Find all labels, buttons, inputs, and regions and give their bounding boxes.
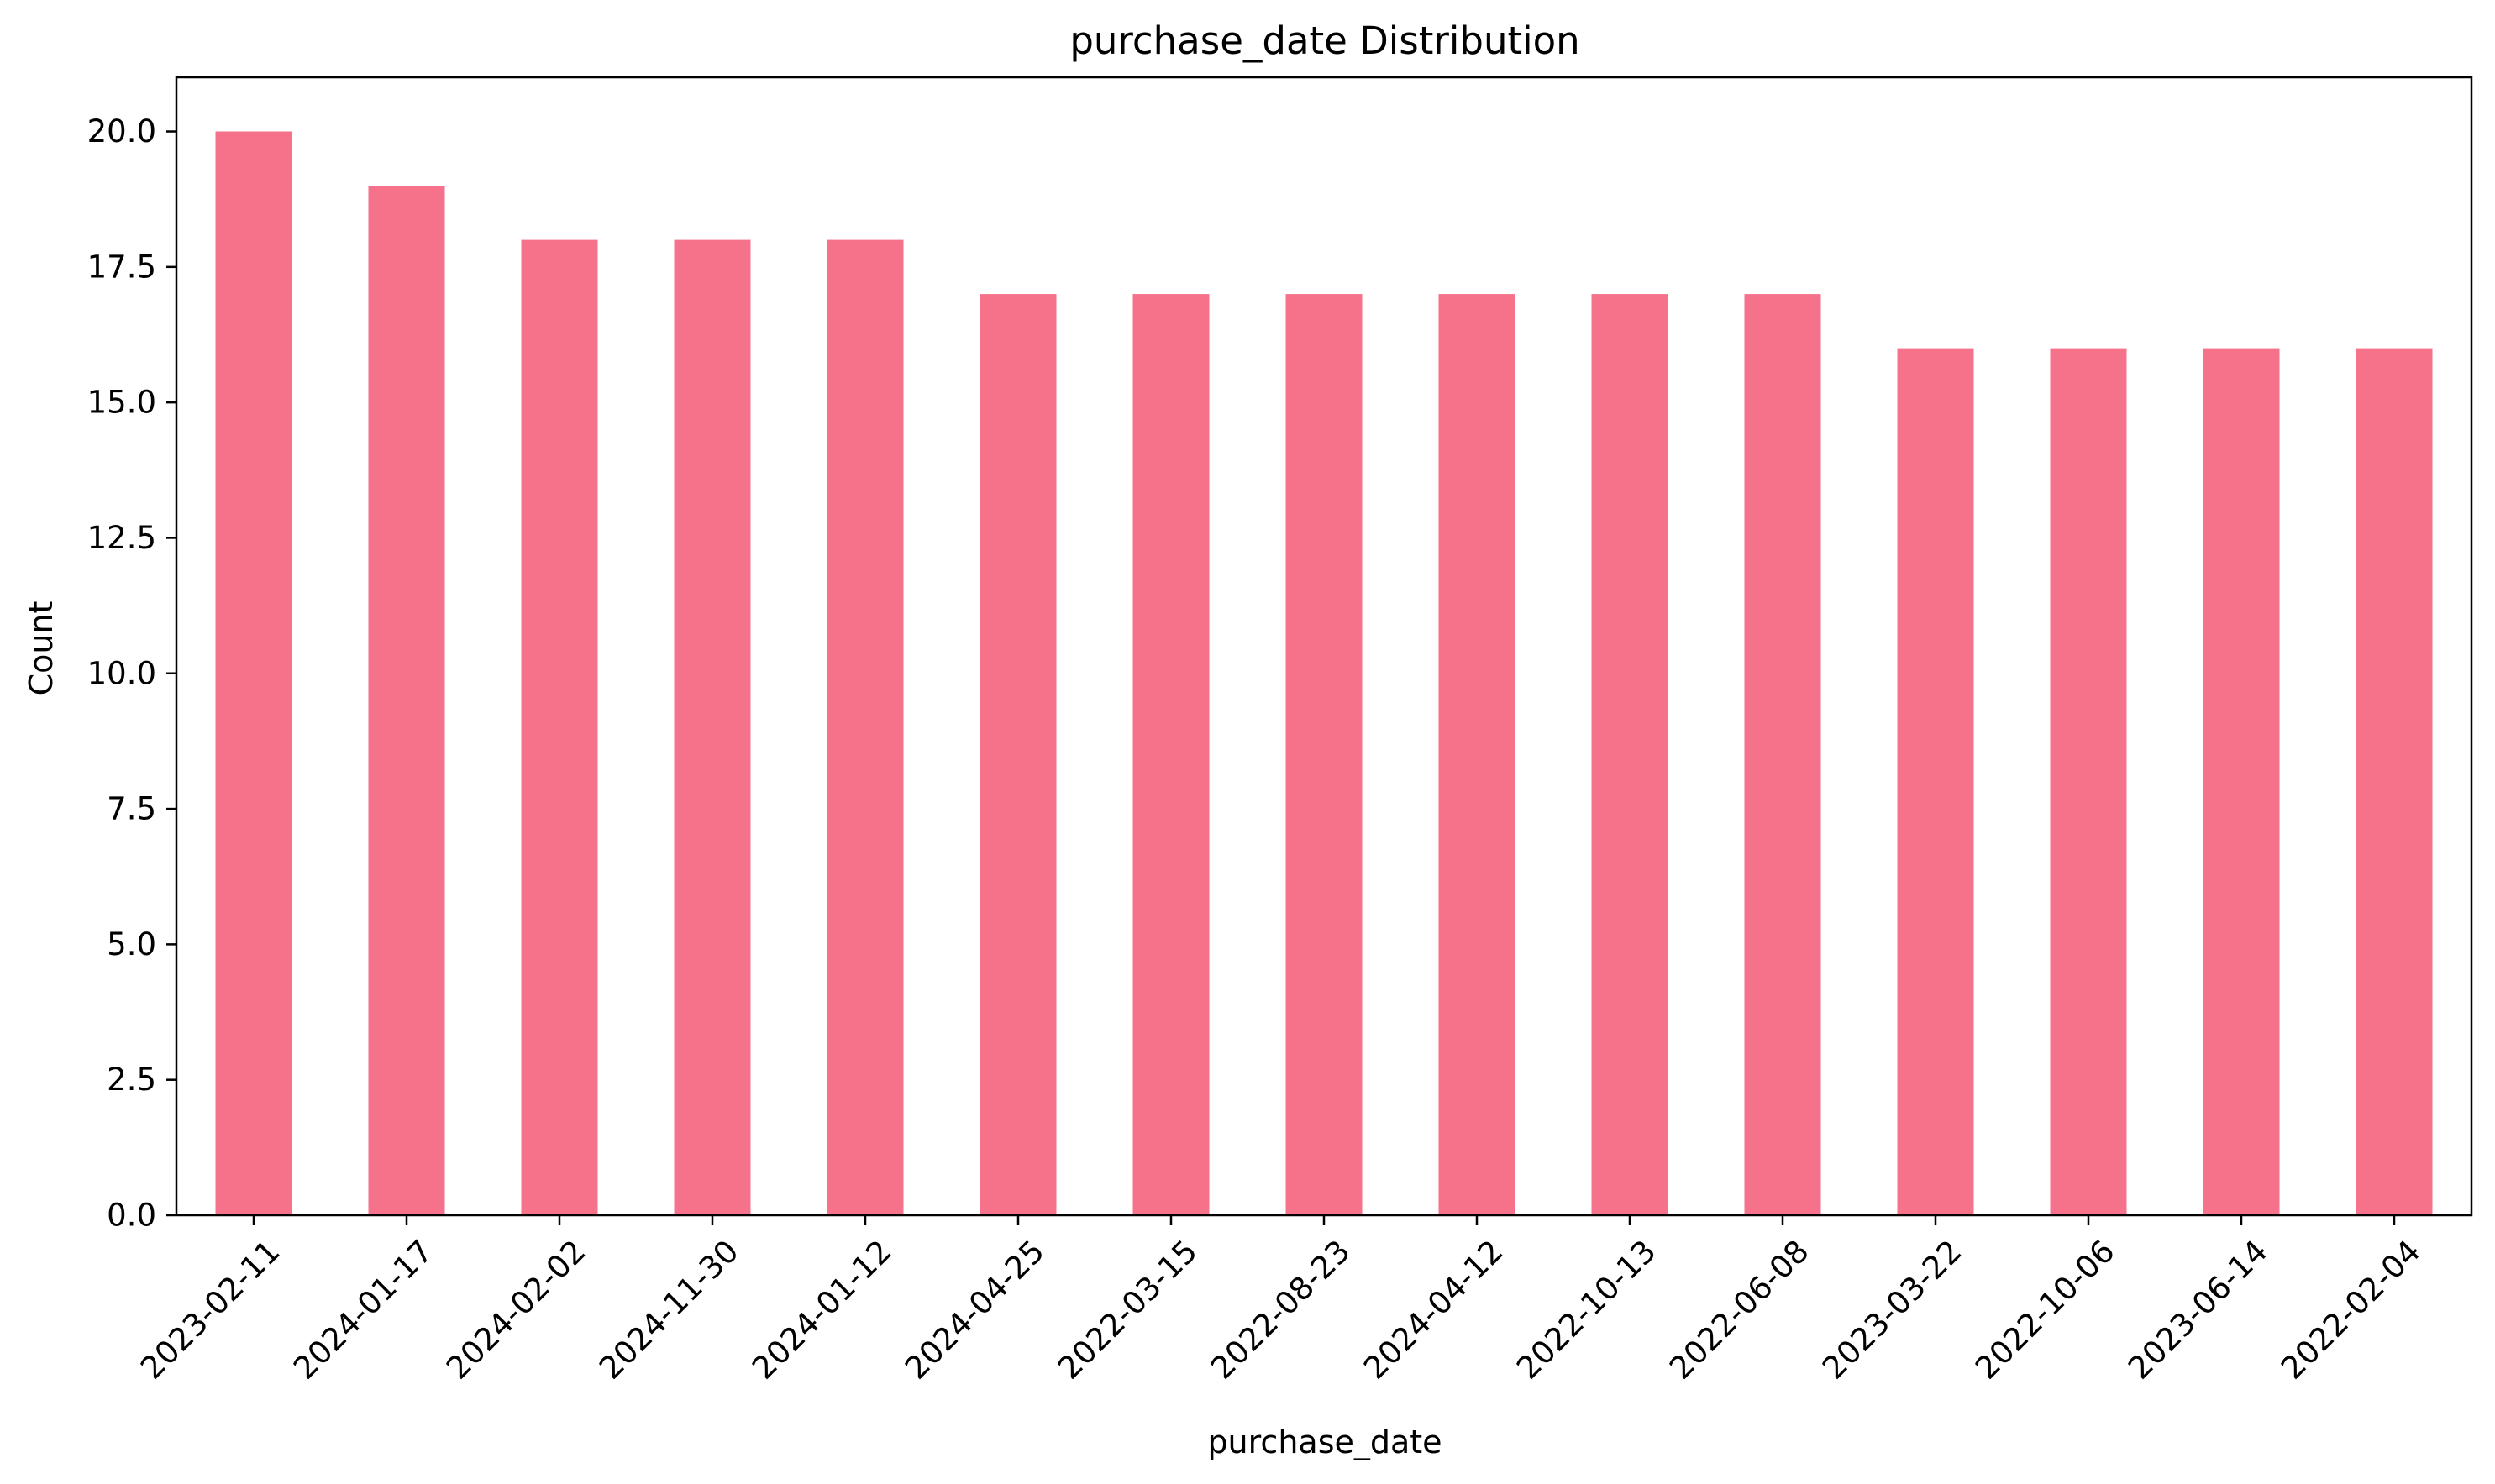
x-tick-label: 2024-01-17 — [286, 1233, 439, 1386]
bar — [2203, 348, 2280, 1216]
y-tick-label: 12.5 — [87, 520, 156, 556]
bar — [1438, 294, 1515, 1216]
y-tick-label: 2.5 — [107, 1062, 156, 1098]
bar — [1591, 294, 1668, 1216]
x-axis-label: purchase_date — [1207, 1424, 1442, 1460]
bar — [827, 239, 904, 1216]
x-tick-label: 2024-02-02 — [439, 1233, 592, 1386]
y-tick-label: 15.0 — [87, 385, 156, 421]
y-tick-label: 20.0 — [87, 113, 156, 149]
plot-frame — [175, 76, 2473, 1217]
y-tick-label: 7.5 — [107, 791, 156, 827]
x-tick-label: 2022-02-04 — [2274, 1233, 2427, 1386]
x-tick-label: 2022-08-23 — [1204, 1233, 1357, 1386]
x-tick-label: 2022-10-13 — [1510, 1233, 1662, 1386]
y-tick-label: 0.0 — [107, 1198, 156, 1234]
x-tick-label: 2023-02-11 — [134, 1233, 286, 1386]
bar — [521, 239, 598, 1216]
x-tick-label: 2022-06-08 — [1662, 1233, 1815, 1386]
bar — [1132, 294, 1210, 1216]
y-tick-label: 5.0 — [107, 926, 156, 962]
x-tick-label: 2024-04-12 — [1357, 1233, 1510, 1386]
x-tick-label: 2024-11-30 — [592, 1233, 745, 1386]
x-tick-label: 2022-03-15 — [1051, 1233, 1204, 1386]
y-tick-label: 17.5 — [87, 249, 156, 285]
bar — [2050, 348, 2127, 1216]
x-tick-label: 2024-01-12 — [745, 1233, 898, 1386]
bar — [1285, 294, 1363, 1216]
x-tick-label: 2023-03-22 — [1815, 1233, 1968, 1386]
y-tick-label: 10.0 — [87, 655, 156, 691]
bar — [2356, 348, 2433, 1216]
y-axis: 0.0 2.5 5.0 7.5 10.0 12.5 15.0 17.5 20.0 — [87, 113, 176, 1234]
bar — [368, 186, 445, 1215]
x-tick-label: 2024-04-25 — [898, 1233, 1051, 1386]
x-tick-label: 2023-06-14 — [2121, 1233, 2274, 1386]
chart-title: purchase_date Distribution — [1069, 18, 1579, 63]
bar — [980, 294, 1057, 1216]
x-tick-label: 2022-10-06 — [1968, 1233, 2121, 1386]
y-axis-label: Count — [23, 601, 60, 696]
bar — [674, 239, 751, 1216]
x-axis: 2023-02-11 2024-01-17 2024-02-02 2024-11-30… — [134, 1215, 2428, 1387]
bar — [1897, 348, 1974, 1216]
bar — [1744, 294, 1821, 1216]
bar — [215, 131, 292, 1215]
bars — [215, 131, 2433, 1216]
